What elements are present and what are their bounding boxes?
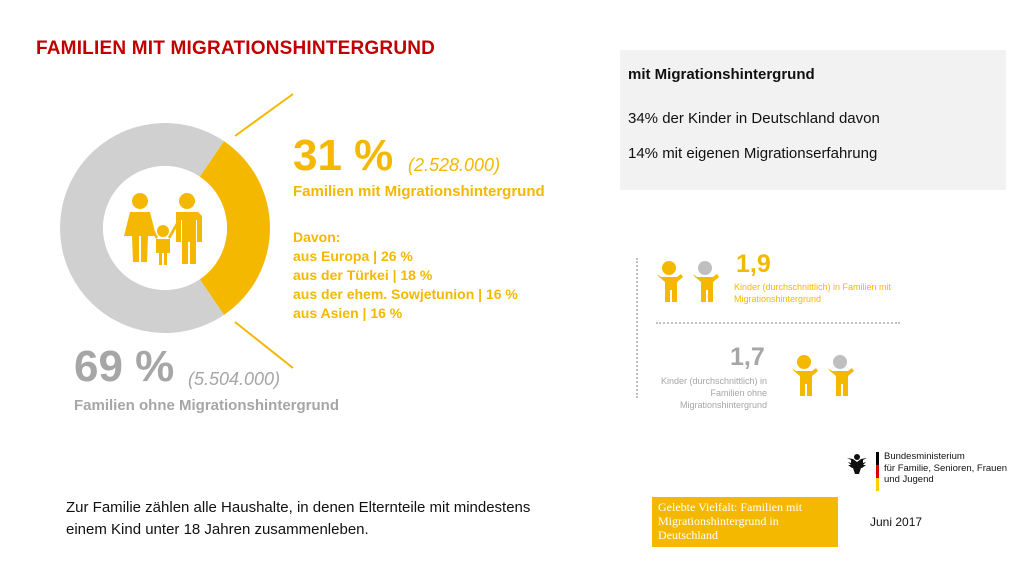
brochure-title: Gelebte Vielfalt: Familien mit Migration…	[658, 500, 803, 542]
children-avg-without: 1,7	[730, 343, 765, 371]
breakdown-item: aus der Türkei | 18 %	[293, 267, 433, 283]
count-without-migration: (5.504.000)	[188, 369, 281, 389]
ministry-line: für Familie, Senioren, Frauen	[884, 462, 1008, 474]
flag-stripe-black	[876, 452, 879, 465]
federal-eagle-icon	[847, 454, 867, 474]
family-icon	[124, 193, 202, 265]
label-with-migration: Familien mit Migrationshintergrund	[293, 183, 545, 200]
info-box-line-2: 14% mit eigenen Migrationserfahrung	[628, 145, 878, 162]
ministry-line: und Jugend	[884, 474, 934, 485]
children-icon-without	[792, 355, 854, 396]
donut-segment-without	[60, 123, 225, 333]
children-avg-with: 1,9	[736, 250, 771, 278]
children-icon-with	[657, 261, 719, 302]
count-with-migration: (2.528.000)	[408, 155, 501, 175]
children-avg-without-label: Kinder (durchschnittlich) in Familien oh…	[660, 376, 767, 410]
page-title: FAMILIEN MIT MIGRATIONSHINTERGRUND	[36, 38, 436, 59]
ministry-line: Bundesministerium	[884, 451, 965, 462]
children-avg-with-label: Kinder (durchschnittlich) in Familien mi…	[734, 282, 892, 304]
flag-stripe-gold	[876, 478, 879, 491]
percent-without-migration: 69 %	[74, 342, 175, 391]
divider-horizontal	[656, 322, 900, 325]
flag-stripe-red	[876, 465, 879, 478]
breakdown-item: aus Asien | 16 %	[293, 305, 403, 321]
family-donut-chart	[60, 93, 294, 369]
percent-with-migration: 31 %	[293, 131, 394, 180]
publication-date: Juni 2017	[870, 515, 923, 529]
definition-note: Zur Familie zählen alle Haushalte, in de…	[66, 499, 531, 538]
ministry-logo-text: Bundesministerium für Familie, Senioren,…	[884, 451, 1014, 486]
breakdown-item: aus Europa | 26 %	[293, 248, 413, 264]
connector-top	[234, 93, 294, 137]
connector-bottom	[234, 321, 294, 369]
breakdown-item: aus der ehem. Sowjetunion | 16 %	[293, 286, 518, 302]
info-box	[620, 50, 1006, 190]
brochure-tag	[652, 497, 838, 547]
info-box-line-1: 34% der Kinder in Deutschland davon	[628, 110, 880, 127]
label-without-migration: Familien ohne Migrationshintergrund	[74, 397, 340, 414]
donut-segment-with	[199, 141, 270, 315]
divider-vertical	[636, 258, 640, 398]
info-box-heading: mit Migrationshintergrund	[628, 66, 815, 83]
origin-breakdown: Davon: aus Europa | 26 % aus der Türkei …	[293, 228, 518, 323]
breakdown-heading: Davon:	[293, 229, 341, 245]
